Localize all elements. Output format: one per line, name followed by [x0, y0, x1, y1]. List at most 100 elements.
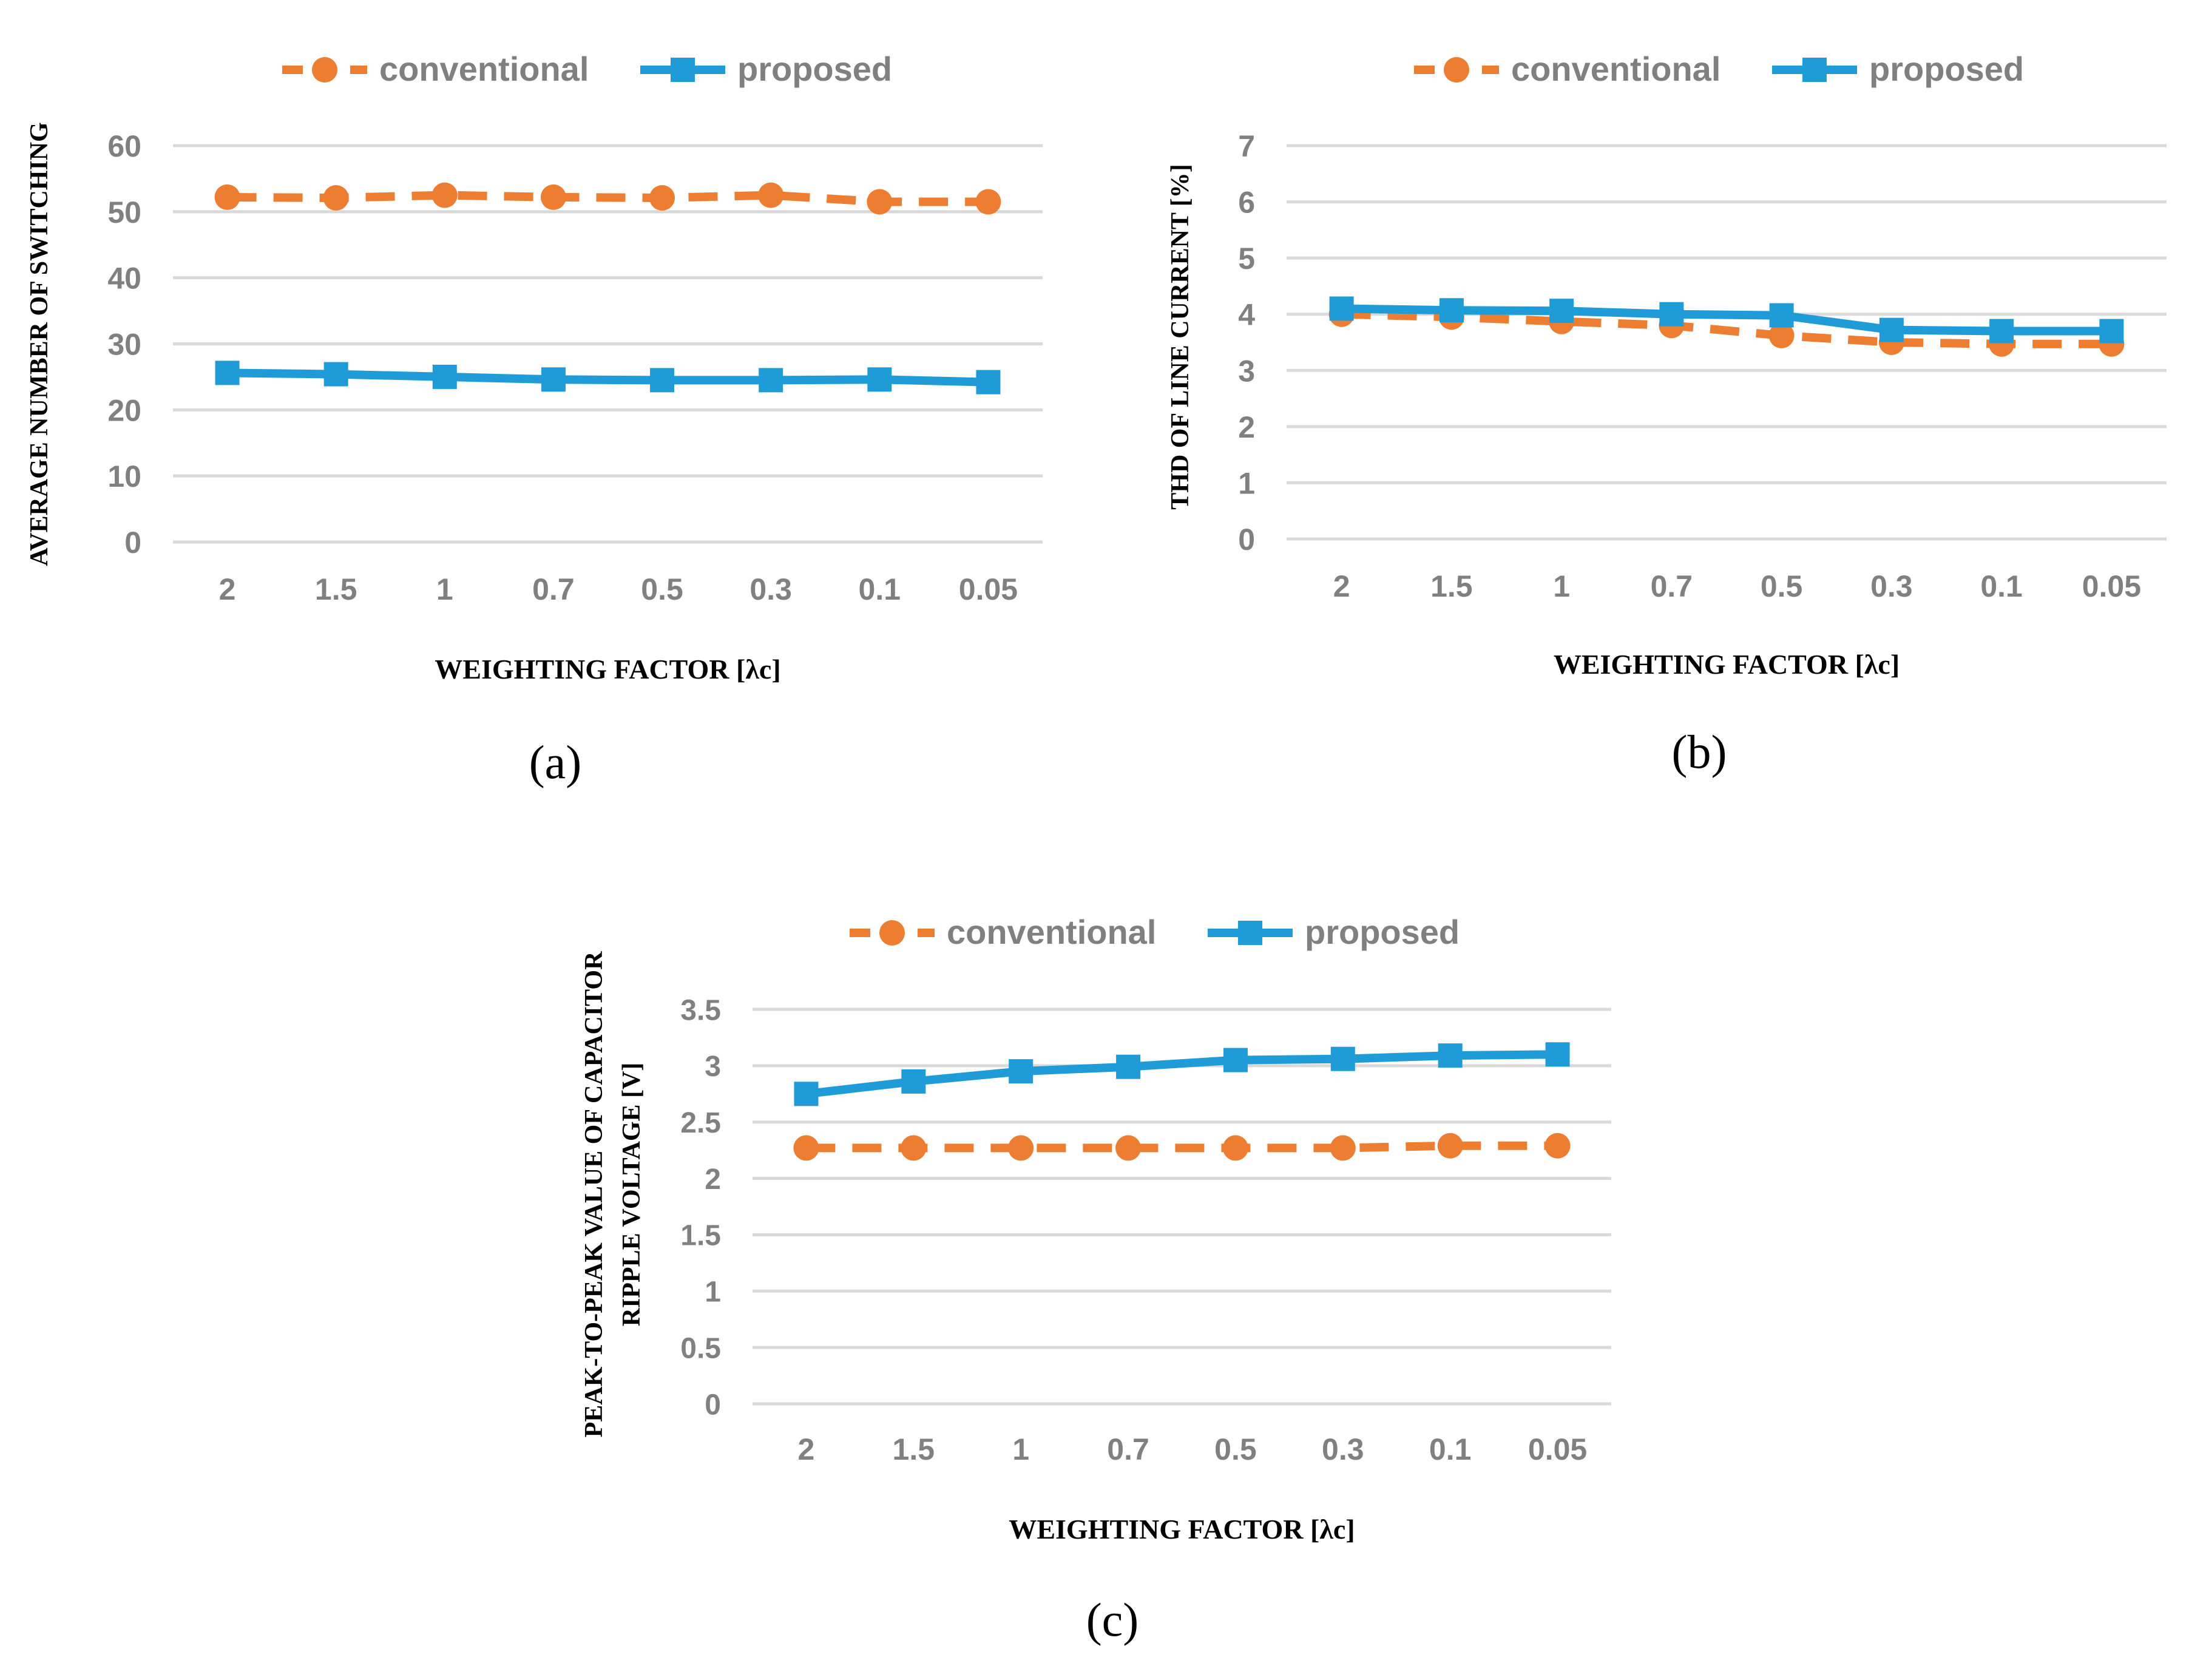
- data-point-conventional: [901, 1135, 927, 1161]
- x-tick-label: 0.05: [1528, 1432, 1587, 1466]
- y-tick-label: 4: [1238, 298, 1255, 332]
- data-point-conventional: [975, 189, 1001, 215]
- data-point-conventional: [323, 185, 349, 211]
- y-tick-label: 0.5: [680, 1332, 721, 1364]
- series-line-conventional: [806, 1141, 1558, 1153]
- x-tick-label: 0.5: [1214, 1432, 1257, 1466]
- x-tick-label: 0.1: [1429, 1432, 1472, 1466]
- data-point-conventional: [214, 184, 240, 210]
- data-point-proposed: [1439, 298, 1464, 323]
- x-tick-label: 0.3: [1870, 569, 1913, 603]
- x-tick-label: 1: [1553, 569, 1570, 603]
- y-tick-label: 2: [705, 1163, 721, 1196]
- data-point-proposed: [794, 1082, 819, 1106]
- data-point-proposed: [759, 368, 783, 393]
- legend-label-conventional: conventional: [947, 913, 1156, 951]
- legend-label-conventional: conventional: [379, 50, 589, 88]
- series-line-proposed: [805, 1050, 1558, 1099]
- data-point-proposed: [2099, 319, 2124, 344]
- x-tick-label: 1.5: [1430, 569, 1473, 603]
- panel-label: (c): [1086, 1593, 1139, 1646]
- x-tick-label: 0.05: [959, 572, 1018, 606]
- data-point-proposed: [1545, 1042, 1570, 1067]
- data-point-proposed: [1329, 296, 1354, 321]
- x-axis-title: WEIGHTING FACTOR [λc]: [1009, 1514, 1355, 1545]
- y-tick-label: 2.5: [680, 1107, 721, 1139]
- x-tick-label: 2: [219, 572, 236, 606]
- data-point-proposed: [1769, 303, 1794, 328]
- data-point-conventional: [793, 1135, 819, 1161]
- legend-marker-conventional: [879, 920, 905, 946]
- x-tick-label: 0.1: [859, 572, 901, 606]
- data-point-proposed: [1879, 317, 1904, 342]
- y-tick-label: 3: [1238, 354, 1255, 388]
- data-point-conventional: [431, 182, 458, 208]
- legend-label-conventional: conventional: [1511, 50, 1720, 88]
- chart-a: 0 10 20 30 40 50 60 2 1.5 1 0.7 0.5 0.3 0.1 0.05 conven…: [25, 50, 1043, 788]
- y-tick-label: 40: [107, 262, 141, 296]
- panel-label: (b): [1672, 725, 1727, 778]
- data-point-proposed: [650, 368, 675, 393]
- x-tick-label: 0.3: [749, 572, 792, 606]
- data-point-proposed: [1549, 299, 1574, 323]
- legend-marker-proposed: [671, 58, 695, 82]
- y-tick-label: 1: [705, 1276, 721, 1309]
- data-point-proposed: [976, 370, 1001, 395]
- y-tick-label: 20: [107, 393, 141, 427]
- series-line-conventional: [227, 191, 989, 206]
- data-point-proposed: [215, 361, 240, 385]
- x-tick-label: 0.7: [1651, 569, 1693, 603]
- x-tick-label: 0.5: [641, 572, 683, 606]
- legend-item-conventional: conventional: [850, 913, 1156, 951]
- data-point-conventional: [1222, 1135, 1248, 1161]
- data-point-proposed: [1330, 1046, 1355, 1071]
- data-point-proposed: [867, 367, 892, 392]
- y-tick-label: 30: [107, 328, 141, 362]
- x-tick-label: 0.05: [2082, 569, 2141, 603]
- y-tick-label: 7: [1238, 129, 1255, 163]
- data-point-proposed: [1989, 319, 2014, 344]
- legend-label-proposed: proposed: [1305, 913, 1460, 951]
- x-tick-label: 0.3: [1322, 1432, 1364, 1466]
- x-axis-title: WEIGHTING FACTOR [λc]: [1554, 649, 1900, 680]
- data-point-proposed: [1659, 302, 1684, 327]
- legend-marker-conventional: [1444, 57, 1469, 83]
- y-tick-label: 6: [1238, 186, 1255, 220]
- y-tick-label: 5: [1238, 242, 1255, 276]
- y-tick-label: 3: [705, 1051, 721, 1083]
- data-point-proposed: [541, 367, 566, 392]
- x-tick-label: 0.7: [532, 572, 575, 606]
- y-tick-label: 10: [107, 459, 141, 493]
- data-point-proposed: [1009, 1059, 1034, 1084]
- data-point-conventional: [1544, 1133, 1571, 1159]
- y-tick-label: 0: [124, 526, 141, 560]
- legend-marker-proposed: [1802, 58, 1827, 82]
- legend-item-conventional: conventional: [1414, 50, 1720, 88]
- x-tick-label: 1.5: [893, 1432, 935, 1466]
- x-tick-label: 0.7: [1107, 1432, 1149, 1466]
- data-point-conventional: [1768, 322, 1795, 348]
- data-point-conventional: [540, 184, 566, 210]
- y-axis-title: AVERAGE NUMBER OF SWITCHING: [25, 122, 53, 566]
- data-point-conventional: [758, 182, 784, 208]
- data-point-conventional: [1008, 1135, 1034, 1161]
- y-tick-label: 1: [1238, 466, 1255, 500]
- x-tick-label: 0.1: [1980, 569, 2023, 603]
- series-line-proposed: [1341, 304, 2112, 336]
- panel-label: (a): [529, 736, 582, 788]
- x-tick-label: 0.5: [1761, 569, 1803, 603]
- chart-b: 0 1 2 3 4 5 6 7 2 1.5 1 0.7 0.5 0.3 0.1 0.05 conventiona…: [1166, 50, 2167, 778]
- legend-item-conventional: conventional: [282, 50, 589, 88]
- legend-label-proposed: proposed: [737, 50, 892, 88]
- series-line-proposed: [227, 368, 989, 387]
- x-tick-label: 1.5: [315, 572, 357, 606]
- data-point-proposed: [432, 364, 457, 389]
- series-line-conventional: [1341, 310, 2112, 348]
- y-tick-label: 0: [705, 1389, 721, 1421]
- y-axis-title: THD OF LINE CURRENT [%]: [1166, 164, 1194, 509]
- data-point-proposed: [901, 1069, 926, 1094]
- data-point-proposed: [1223, 1048, 1248, 1072]
- y-tick-label: 2: [1238, 410, 1255, 444]
- y-axis-title: RIPPLE VOLTAGE [V]: [618, 1063, 646, 1327]
